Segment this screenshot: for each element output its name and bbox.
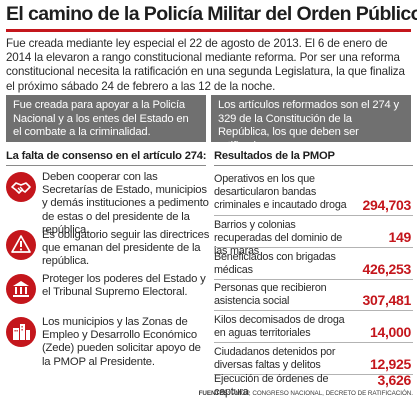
result-label: Kilos decomisados de droga en aguas terr… (214, 314, 345, 339)
result-label: Ciudadanos detenidos por diversas faltas… (214, 346, 336, 371)
result-row: Personas que recibieron asistencia socia… (214, 282, 413, 311)
city-buildings-icon (6, 317, 36, 347)
result-value: 307,481 (362, 292, 411, 308)
result-value: 294,703 (362, 197, 411, 213)
warning-icon (6, 230, 36, 260)
result-row: Beneficiados con brigadas médicas 426,25… (214, 251, 413, 280)
consensus-item-text: Es obligatorio seguir las directrices qu… (42, 229, 210, 268)
result-label: Ejecución de órdenes de captura (214, 373, 329, 398)
result-row: Barrios y colonias recuperadas del domin… (214, 219, 413, 257)
articles-box: Los artículos reformados son el 274 y 32… (211, 95, 411, 152)
result-divider (214, 310, 413, 311)
result-value: 426,253 (362, 261, 411, 277)
sources-credit: FUENTES: PMOP, CONGRESO NACIONAL, DECRET… (199, 390, 413, 397)
title-underline (6, 29, 411, 32)
result-row: Ciudadanos detenidos por diversas faltas… (214, 346, 413, 375)
result-divider (214, 279, 413, 280)
consensus-item-text: Proteger los poderes del Estado y el Tri… (42, 273, 206, 299)
government-building-icon (6, 274, 36, 304)
result-value: 3,626 (377, 372, 411, 388)
consensus-section-title: La falta de consenso en el artículo 274: (6, 150, 207, 162)
intro-paragraph: Fue creada mediante ley especial el 22 d… (6, 37, 405, 93)
result-divider (214, 215, 413, 216)
page-title: El camino de la Policía Militar del Orde… (6, 3, 417, 25)
consensus-item: Es obligatorio seguir las directrices qu… (6, 229, 209, 271)
consensus-item-text: Los municipios y las Zonas de Empleo y D… (42, 316, 201, 368)
result-label: Operativos en los que desarticularon ban… (214, 173, 347, 211)
result-label: Barrios y colonias recuperadas del domin… (214, 219, 343, 257)
result-divider (214, 342, 413, 343)
result-label: Beneficiados con brigadas médicas (214, 251, 336, 276)
purpose-box: Fue creada para apoyar a la Policía Naci… (6, 95, 206, 142)
consensus-item: Los municipios y las Zonas de Empleo y D… (6, 316, 206, 372)
result-label: Personas que recibieron asistencia socia… (214, 282, 327, 307)
right-section-rule (214, 165, 413, 166)
result-row: Kilos decomisados de droga en aguas terr… (214, 314, 413, 343)
handshake-icon (6, 172, 36, 202)
consensus-item-text: Deben cooperar con las Secretarías de Es… (42, 171, 209, 236)
sources-label: FUENTES: (198, 390, 230, 397)
consensus-item: Proteger los poderes del Estado y el Tri… (6, 273, 206, 305)
consensus-item: Deben cooperar con las Secretarías de Es… (6, 171, 209, 236)
result-row: Operativos en los que desarticularon ban… (214, 173, 413, 216)
result-value: 14,000 (369, 324, 411, 340)
result-divider (214, 374, 413, 375)
result-value: 149 (388, 229, 412, 245)
sources-text: PMOP, CONGRESO NACIONAL, DECRETO DE RATI… (231, 390, 413, 397)
results-section-title: Resultados de la PMOP (214, 150, 335, 162)
result-value: 12,925 (369, 356, 411, 372)
result-row: Ejecución de órdenes de captura 3,626 (214, 372, 413, 398)
left-section-rule (6, 165, 206, 166)
result-divider (214, 247, 413, 248)
